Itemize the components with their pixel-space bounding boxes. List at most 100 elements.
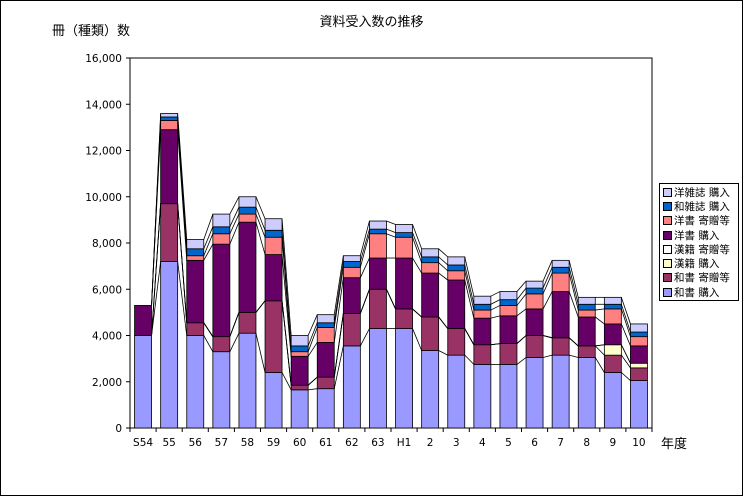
- series-line: [412, 237, 423, 263]
- bar-segment: [551, 266, 570, 274]
- series-line: [568, 260, 579, 298]
- bar-segment: [290, 384, 309, 391]
- bar-segment: [577, 357, 596, 429]
- legend-swatch: [663, 259, 672, 269]
- series-line: [412, 257, 422, 274]
- series-line: [464, 270, 475, 311]
- series-line: [177, 203, 188, 323]
- series-line: [438, 248, 449, 258]
- series-line: [281, 300, 292, 386]
- bar-segment: [551, 291, 570, 339]
- series-line: [281, 237, 292, 352]
- bar-segment: [525, 335, 544, 358]
- x-tick-label: 5: [505, 437, 512, 449]
- bar-segment: [395, 257, 413, 310]
- bar-segment: [630, 380, 648, 429]
- series-line: [595, 308, 605, 311]
- series-line: [386, 220, 396, 225]
- y-tick-label: 0: [115, 423, 122, 435]
- series-line: [203, 243, 214, 261]
- series-line: [151, 203, 162, 336]
- bar-segment: [316, 322, 335, 328]
- legend-item: 和雑誌 購入: [663, 199, 738, 213]
- bar-segment: [525, 357, 544, 429]
- bar-segment: [551, 354, 570, 429]
- y-tick-label: 4,000: [92, 331, 122, 343]
- x-tick-label: 3: [453, 437, 460, 449]
- bar-segment: [186, 322, 205, 336]
- series-line: [281, 254, 292, 357]
- series-line: [568, 291, 579, 318]
- bar-segment: [525, 308, 544, 336]
- series-line: [229, 196, 240, 215]
- series-line: [412, 328, 423, 351]
- bar-segment: [160, 116, 179, 121]
- x-tick-label: S54: [133, 437, 153, 449]
- series-line: [177, 113, 188, 240]
- series-line: [490, 315, 501, 319]
- y-tick-label: 8,000: [92, 238, 122, 250]
- series-line: [542, 291, 553, 310]
- series-line: [438, 272, 448, 281]
- x-tick-label: 59: [267, 437, 280, 449]
- x-tick-label: 63: [371, 437, 384, 449]
- bar-segment: [160, 203, 179, 262]
- series-line: [359, 289, 370, 314]
- x-axis-label: 年度: [661, 437, 688, 452]
- bar-segment: [551, 337, 570, 356]
- x-tick-label: 57: [215, 437, 228, 449]
- bar-segment: [577, 316, 596, 347]
- legend-swatch: [663, 273, 672, 283]
- bar-segment: [603, 303, 622, 310]
- bar-segment: [603, 323, 622, 346]
- bar-segment: [264, 218, 283, 231]
- legend-swatch: [663, 230, 672, 240]
- bar-segment: [499, 315, 518, 344]
- series-line: [542, 272, 553, 295]
- series-line: [464, 328, 475, 345]
- bar-segment: [369, 288, 387, 329]
- bar-segment: [447, 270, 466, 281]
- bar-segment: [421, 262, 440, 274]
- bar-segment: [630, 331, 648, 338]
- series-line: [516, 293, 527, 306]
- series-line: [594, 357, 605, 373]
- series-line: [464, 354, 475, 365]
- bar-segment: [212, 233, 231, 245]
- bar-segment: [316, 342, 335, 378]
- series-line: [620, 297, 631, 325]
- series-line: [203, 233, 214, 256]
- bar-segment: [603, 308, 622, 325]
- series-line: [594, 345, 605, 356]
- bar-segment: [421, 272, 440, 318]
- series-line: [281, 372, 292, 391]
- bar-segment: [499, 305, 518, 317]
- bar-segment: [395, 308, 413, 329]
- bar-segment: [630, 362, 648, 369]
- series-line: [229, 206, 240, 227]
- series-line: [308, 388, 318, 391]
- series-line: [386, 289, 396, 310]
- bar-segment: [186, 259, 205, 324]
- bar-segment: [447, 279, 466, 329]
- bar-segment: [499, 291, 518, 301]
- bar-segment: [290, 345, 309, 353]
- legend-label: 和雑誌 購入: [674, 200, 730, 213]
- series-line: [255, 300, 266, 313]
- series-line: [621, 354, 631, 369]
- bar-segment: [290, 389, 309, 429]
- bar-segment: [525, 287, 544, 295]
- series-line: [307, 342, 318, 357]
- series-line: [151, 261, 162, 336]
- legend-label: 和書 購入: [674, 286, 720, 299]
- bar-segment: [369, 228, 387, 235]
- bar-segment: [577, 303, 596, 311]
- series-line: [569, 354, 579, 358]
- series-line: [229, 213, 240, 234]
- bar-segment: [421, 350, 440, 429]
- bar-segment: [186, 335, 205, 429]
- series-line: [438, 256, 449, 266]
- series-line: [333, 277, 344, 343]
- bar-segment: [577, 309, 596, 318]
